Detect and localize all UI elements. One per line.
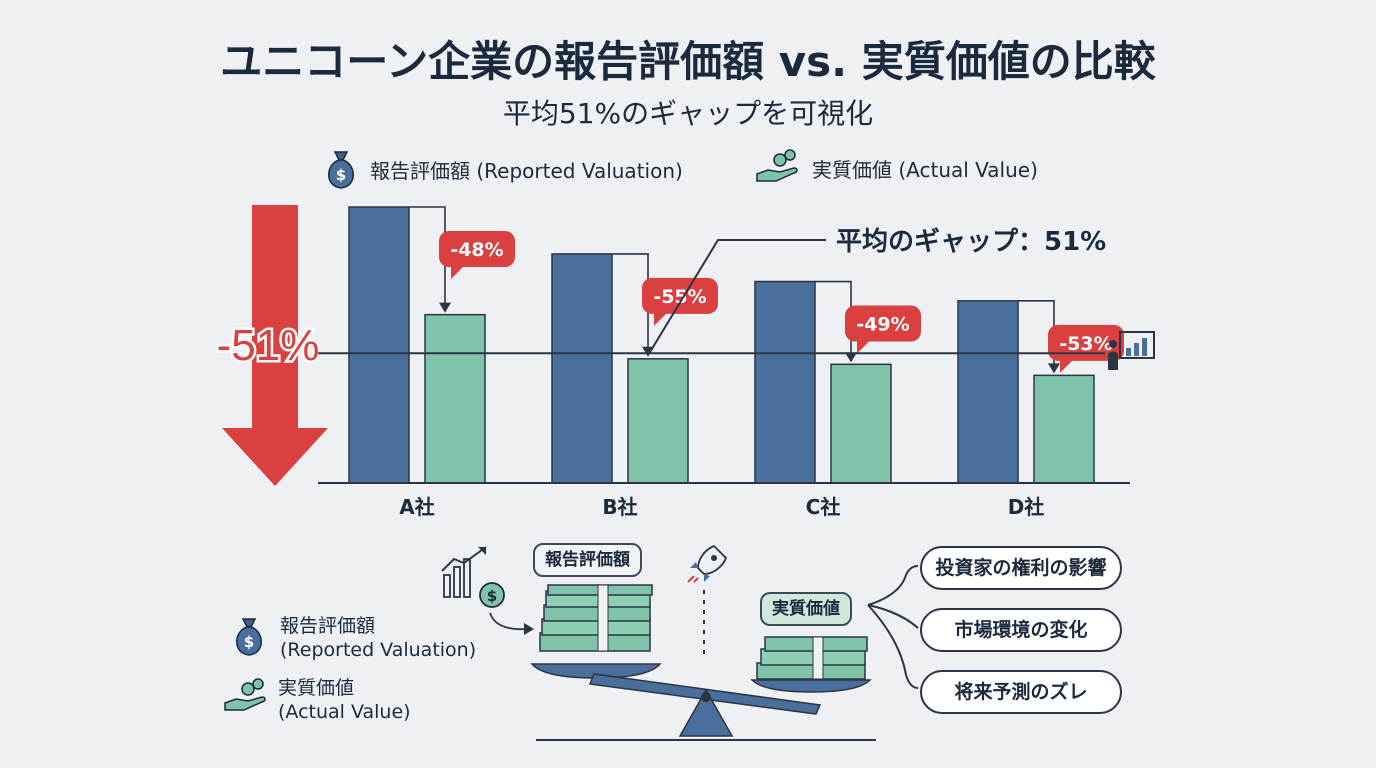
bar-reported-1 [551, 253, 613, 484]
x-tick-label-2: C社 [806, 495, 841, 519]
change-label-3: -53% [1059, 333, 1112, 355]
bar-actual-2 [830, 363, 892, 484]
money-bag-icon: $ [328, 151, 354, 189]
drop-arrowhead-2 [845, 352, 857, 363]
bottom-legend-actual-ja: 実質価値 [278, 677, 355, 699]
bottom-legend-actual: 実質価値 (Actual Value) [222, 676, 411, 724]
legend-reported-label: 報告評価額 (Reported Valuation) [370, 158, 683, 183]
factor-investor-rights: 投資家の権利の影響 [920, 546, 1122, 590]
page-title: ユニコーン企業の報告評価額 vs. 実質価値の比較 [220, 37, 1156, 86]
drop-arrowhead-3 [1048, 363, 1060, 374]
page-subtitle: 平均51%のギャップを可視化 [502, 97, 874, 130]
hand-coins-icon [224, 678, 266, 711]
big-down-arrow [222, 205, 328, 486]
bottom-legend-actual-en: (Actual Value) [278, 701, 411, 723]
bar-reported-2 [754, 280, 816, 484]
money-stack-large [539, 584, 653, 652]
presentation-chart-icon [1108, 331, 1155, 370]
drop-connector-1 [612, 253, 649, 353]
bar-actual-3 [1033, 374, 1095, 484]
change-label-1: -55% [653, 286, 706, 308]
avg-gap-leader-line [649, 239, 826, 353]
money-stack-small [756, 636, 868, 680]
money-bag-icon: $ [236, 618, 262, 656]
bar-actual-1 [627, 358, 689, 484]
average-gap-label: 平均のギャップ：51% [836, 227, 1106, 257]
change-callout-1: -55% [642, 277, 718, 326]
change-label-2: -49% [856, 314, 909, 336]
svg-text:$: $ [487, 587, 497, 605]
x-tick-label-1: B社 [602, 495, 637, 519]
change-callout-0: -48% [439, 231, 515, 279]
bottom-legend-reported: $ 報告評価額 (Reported Valuation) [230, 614, 476, 662]
tag-reported: 報告評価額 [533, 543, 642, 577]
bar-actual-0 [424, 313, 486, 484]
change-callout-3: -53% [1048, 324, 1124, 373]
x-tick-label-0: A社 [399, 495, 434, 519]
legend-actual-label: 実質価値 (Actual Value) [812, 157, 1038, 182]
bottom-legend-reported-en: (Reported Valuation) [280, 639, 477, 661]
balance-scale [530, 590, 876, 741]
rocket-icon [687, 544, 728, 583]
bracket-lines [867, 565, 919, 689]
drop-connector-0 [409, 206, 446, 309]
average-drop-label: -51% [217, 321, 320, 370]
svg-text:$: $ [244, 633, 254, 651]
change-label-0: -48% [450, 239, 503, 261]
factor-forecast-gap: 将来予測のズレ [920, 670, 1122, 714]
tag-actual: 実質価値 [760, 592, 852, 626]
svg-text:$: $ [336, 166, 346, 184]
bottom-legend-reported-ja: 報告評価額 [280, 615, 376, 637]
drop-arrowhead-0 [439, 302, 451, 313]
legend-actual: 実質価値 (Actual Value) [754, 148, 1038, 188]
bar-reported-0 [348, 206, 410, 484]
legend-reported: $ 報告評価額 (Reported Valuation) [322, 148, 683, 190]
bar-reported-3 [957, 300, 1019, 484]
x-tick-label-3: D社 [1008, 495, 1045, 519]
trend-chart-icon: $ [441, 546, 534, 635]
factor-market-environment: 市場環境の変化 [920, 608, 1122, 652]
hand-coins-icon [756, 149, 798, 182]
change-callout-2: -49% [845, 305, 921, 354]
